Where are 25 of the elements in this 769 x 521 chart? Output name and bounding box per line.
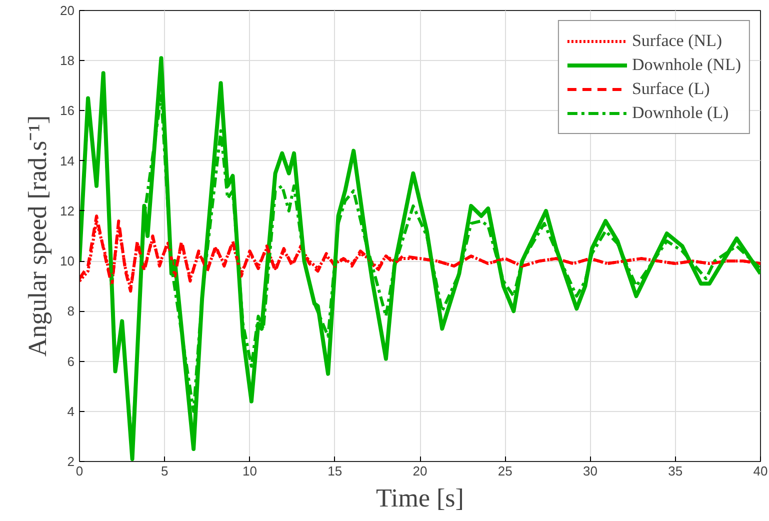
x-tick-label: 15 [328, 464, 342, 478]
x-tick-label: 25 [498, 464, 512, 478]
y-tick-label: 12 [60, 203, 75, 218]
y-tick-label: 10 [60, 254, 75, 269]
legend-label: Surface (NL) [632, 30, 722, 52]
x-tick-label: 35 [668, 464, 683, 478]
y-tick-label: 18 [60, 53, 75, 68]
y-tick-label: 4 [67, 404, 75, 419]
legend-label: Surface (L) [632, 78, 710, 100]
y-tick-label: 2 [67, 454, 75, 469]
legend-label: Downhole (NL) [632, 54, 741, 76]
x-tick-label: 0 [76, 464, 84, 478]
x-tick-label: 10 [242, 464, 257, 478]
y-tick-label: 8 [67, 304, 75, 319]
y-tick-label: 16 [60, 103, 75, 118]
y-tick-label: 6 [67, 354, 75, 369]
x-axis-title: Time [s] [376, 484, 464, 512]
x-tick-label: 30 [583, 464, 598, 478]
y-axis-title: Angular speed [rad.s⁻¹] [23, 115, 52, 357]
legend-label: Downhole (L) [632, 102, 729, 124]
x-tick-label: 20 [412, 464, 428, 478]
y-tick-label: 20 [60, 3, 75, 18]
x-tick-label: 40 [753, 464, 768, 478]
y-tick-label: 14 [60, 153, 75, 168]
x-tick-label: 5 [161, 464, 168, 478]
